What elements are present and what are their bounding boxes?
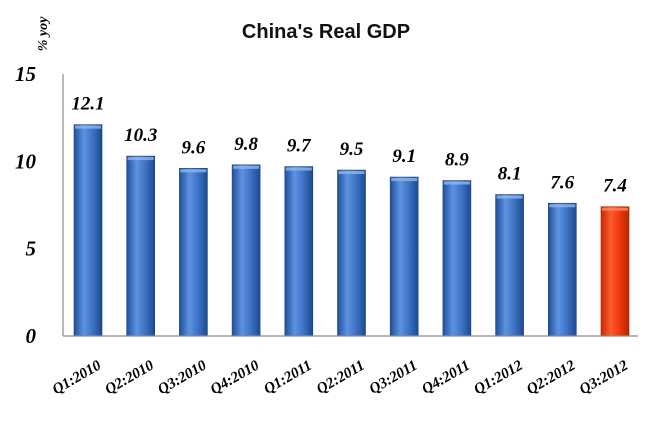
data-label: 9.6 <box>182 137 206 158</box>
bar-q2-2012 <box>547 202 577 337</box>
x-tick-label: Q3:2010 <box>155 357 210 398</box>
y-tick-label: 15 <box>15 62 36 86</box>
data-label: 7.6 <box>550 172 574 193</box>
x-tick-label: Q3:2011 <box>367 358 420 398</box>
x-tick-label: Q3:2012 <box>577 357 632 398</box>
x-tick-label: Q1:2011 <box>261 358 314 398</box>
data-label: 12.1 <box>71 94 104 115</box>
bar-cap <box>443 181 470 185</box>
bar-q4-2011 <box>442 180 472 337</box>
chart-title: China's Real GDP <box>242 21 410 43</box>
bar-q4-2010 <box>231 164 261 337</box>
bar-cap <box>180 169 207 173</box>
data-label: 8.9 <box>445 150 469 171</box>
bar-cap <box>127 157 154 161</box>
bar-q3-2011 <box>389 176 419 337</box>
data-label: 9.8 <box>234 134 258 155</box>
x-tick-label: Q2:2010 <box>103 357 158 398</box>
x-tick-label: Q2:2012 <box>524 357 579 398</box>
bar-cap <box>233 165 260 169</box>
bar-q1-2011 <box>284 166 314 337</box>
y-tick-label: 10 <box>15 149 37 173</box>
bar-cap <box>391 178 418 182</box>
x-tick-label: Q2:2011 <box>314 358 367 398</box>
y-tick-label: 0 <box>26 324 37 348</box>
bar-cap <box>549 204 576 208</box>
y-axis-ticks: 0 5 10 15 <box>15 62 37 348</box>
x-tick-label: Q4:2010 <box>208 357 263 398</box>
y-axis-label: % yoy <box>36 16 51 51</box>
bar-q3-2010 <box>179 168 208 337</box>
x-tick-label: Q4:2011 <box>419 358 472 398</box>
y-tick-label: 5 <box>26 237 37 261</box>
x-tick-label: Q1:2010 <box>50 357 105 398</box>
bar-q1-2010 <box>73 124 103 337</box>
bar-cap <box>338 171 365 175</box>
bar-q2-2011 <box>337 169 366 337</box>
data-label: 7.4 <box>603 176 627 197</box>
data-label: 9.5 <box>340 139 364 160</box>
data-label: 9.1 <box>392 146 416 167</box>
bar-cap <box>496 195 523 199</box>
data-label: 8.1 <box>498 164 522 185</box>
bar-cap <box>75 125 101 129</box>
bar-cap <box>602 207 628 211</box>
bar-q1-2012 <box>495 194 524 337</box>
bar-q2-2010 <box>126 155 155 337</box>
bar-cap <box>285 167 312 171</box>
bar-q3-2012 <box>600 206 630 337</box>
data-label: 10.3 <box>124 125 157 146</box>
x-tick-label: Q1:2012 <box>471 357 526 398</box>
data-label: 9.7 <box>287 136 312 157</box>
data-labels-group: 12.1 10.3 9.6 9.8 9.7 9.5 9.1 8.9 8.1 7.6 7.4 <box>71 94 627 197</box>
